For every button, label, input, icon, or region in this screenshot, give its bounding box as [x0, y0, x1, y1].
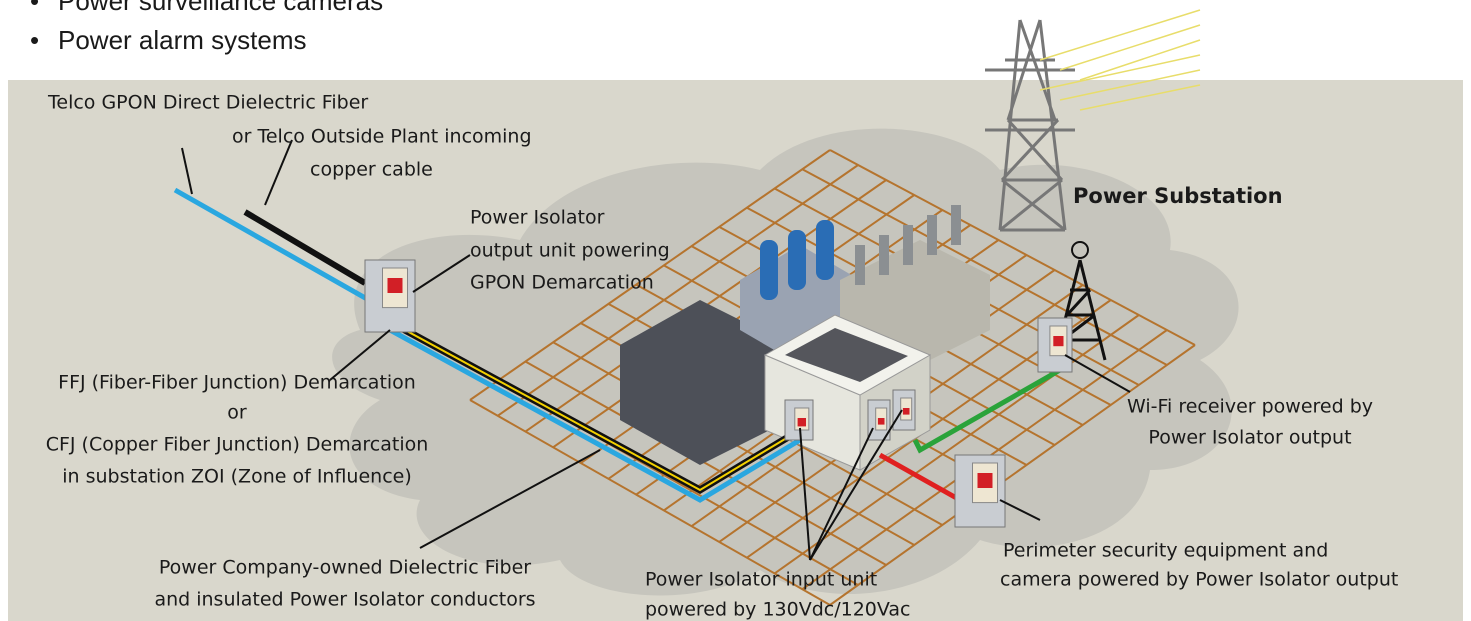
power-line	[1040, 10, 1200, 60]
bushing	[927, 215, 937, 255]
bushing	[951, 205, 961, 245]
isolator-logo	[1053, 336, 1063, 346]
callout-label: or	[227, 402, 247, 424]
callout-label: output unit powering	[470, 240, 670, 262]
callout-label: in substation ZOI (Zone of Influence)	[62, 466, 412, 488]
callout-label: powered by 130Vdc/120Vac	[645, 599, 911, 621]
bullet-dot: •	[30, 25, 39, 55]
callout-label: Power Isolator	[470, 207, 605, 229]
callout-label: copper cable	[310, 159, 433, 181]
isolator-logo	[978, 473, 993, 488]
bullet-text: Power surveillance cameras	[58, 0, 383, 16]
callout-label: and insulated Power Isolator conductors	[154, 589, 535, 611]
callout-label: FFJ (Fiber-Fiber Junction) Demarcation	[58, 372, 416, 394]
isolator-logo	[878, 418, 885, 425]
bullet-dot: •	[30, 0, 39, 16]
bushing	[903, 225, 913, 265]
isolator-logo	[388, 278, 403, 293]
insulator	[788, 230, 806, 290]
isolator-logo	[903, 408, 910, 415]
insulator	[760, 240, 778, 300]
bushing	[855, 245, 865, 285]
bullet-text: Power alarm systems	[58, 25, 307, 55]
callout-label: Perimeter security equipment and	[1003, 540, 1328, 562]
callout-label: GPON Demarcation	[470, 272, 654, 294]
callout-label: Power Isolator output	[1148, 427, 1351, 449]
callout-label: Telco GPON Direct Dielectric Fiber	[47, 92, 368, 114]
diagram-title: Power Substation	[1073, 184, 1283, 208]
callout-label: Wi-Fi receiver powered by	[1127, 396, 1373, 418]
callout-label: camera powered by Power Isolator output	[1000, 569, 1398, 591]
insulator	[816, 220, 834, 280]
callout-label: Power Isolator input unit	[645, 569, 877, 591]
callout-label: or Telco Outside Plant incoming	[232, 126, 532, 148]
isolator-logo	[798, 418, 806, 426]
callout-label: CFJ (Copper Fiber Junction) Demarcation	[46, 434, 429, 456]
page: • Power surveillance cameras • Power alarm …	[0, 0, 1471, 621]
bushing	[879, 235, 889, 275]
callout-label: Power Company-owned Dielectric Fiber	[159, 557, 531, 579]
diagram: • Power surveillance cameras • Power alarm …	[0, 0, 1471, 621]
